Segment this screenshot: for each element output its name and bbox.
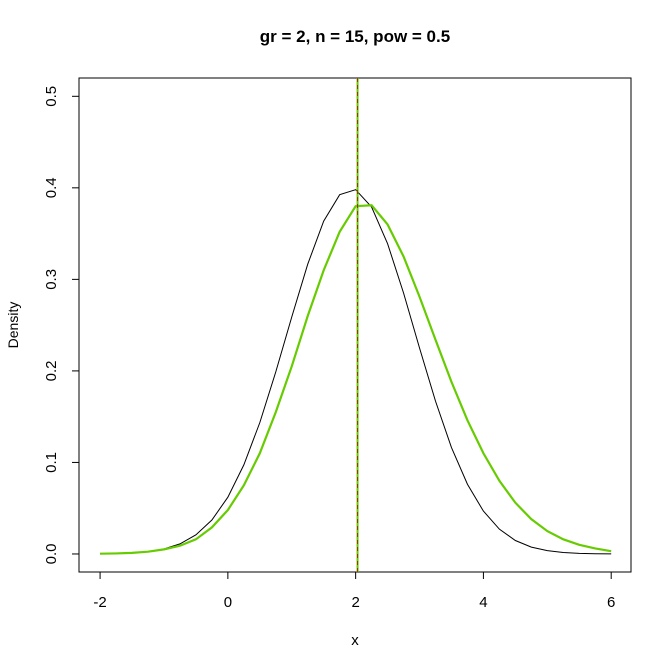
plot-frame	[78, 77, 632, 573]
x-tick-label: -2	[93, 594, 106, 611]
y-tick-label: 0.1	[43, 452, 60, 473]
y-tick-label: 0.0	[43, 544, 60, 565]
y-tick-label: 0.5	[43, 86, 60, 107]
x-tick-label: 6	[607, 594, 615, 611]
y-tick-label: 0.3	[43, 269, 60, 290]
x-tick-label: 4	[479, 594, 487, 611]
chart-title: gr = 2, n = 15, pow = 0.5	[260, 27, 450, 46]
x-tick-label: 2	[351, 594, 359, 611]
y-tick-label: 0.4	[43, 177, 60, 198]
y-axis-label: Density	[5, 302, 21, 349]
x-tick-label: 0	[224, 594, 232, 611]
density-curve	[100, 204, 612, 555]
density-curve	[100, 189, 612, 555]
x-axis-label: x	[351, 632, 359, 649]
y-tick-label: 0.2	[43, 360, 60, 381]
